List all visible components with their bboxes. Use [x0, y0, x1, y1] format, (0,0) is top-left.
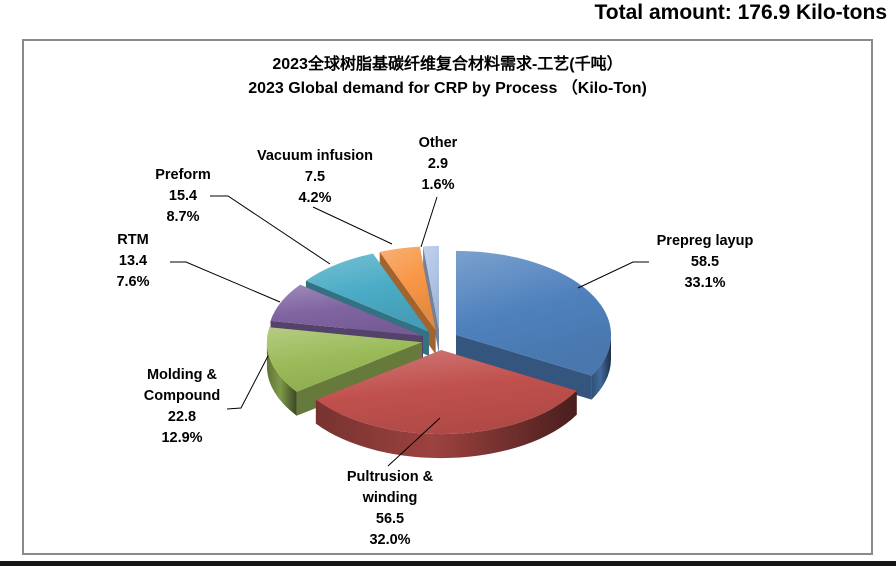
footer-rule	[0, 561, 896, 566]
slice-side-face	[423, 246, 439, 354]
slice-label-name: Molding & Compound	[143, 367, 221, 404]
slice-label-pct: 32.0%	[369, 532, 411, 548]
slice-label-value: 22.8	[167, 409, 197, 425]
slice-label-name: RTM	[117, 232, 149, 248]
slice-label-pct: 12.9%	[161, 430, 203, 446]
slice-label-prepreg-layup: Prepreg layup 58.5 33.1%	[635, 231, 775, 294]
total-amount-header: Total amount: 176.9 Kilo-tons	[594, 1, 887, 24]
slice-label-value: 56.5	[375, 511, 405, 527]
slice-label-preform: Preform 15.4 8.7%	[133, 165, 233, 228]
leader-line	[170, 261, 281, 303]
slice-top-face	[266, 327, 422, 392]
slice-label-molding-compound: Molding & Compound 22.8 12.9%	[125, 365, 240, 449]
chart-frame	[22, 39, 873, 555]
slice-top-face	[456, 250, 612, 376]
slice-label-name: Preform	[155, 167, 211, 183]
slice-side-face	[456, 334, 592, 400]
slice-label-pultrusion-winding: Pultrusion & winding 56.5 32.0%	[330, 467, 450, 551]
slice-label-name: Prepreg layup	[656, 233, 754, 249]
slice-label-value: 7.5	[304, 169, 326, 185]
slice-label-other: Other 2.9 1.6%	[393, 133, 483, 196]
slice-label-value: 58.5	[690, 254, 720, 270]
slice-rim-face	[591, 334, 611, 400]
leader-line	[577, 261, 649, 289]
slice-label-value: 13.4	[118, 253, 148, 269]
slice-rim-face	[315, 390, 577, 459]
slice-top-face	[423, 245, 439, 330]
chart-title: 2023全球树脂基碳纤维复合材料需求-工艺(千吨） 2023 Global de…	[22, 53, 873, 101]
slice-top-face	[305, 253, 429, 332]
slice-label-pct: 1.6%	[421, 177, 455, 193]
slice-label-name: Other	[418, 135, 458, 151]
slice-label-pct: 7.6%	[116, 274, 150, 290]
slice-top-face	[315, 350, 577, 435]
leader-line	[226, 355, 269, 410]
pie-slice-other[interactable]	[423, 245, 439, 354]
leader-line	[420, 196, 438, 248]
slice-top-face	[270, 284, 423, 336]
slice-label-vacuum-infusion: Vacuum infusion 7.5 4.2%	[230, 146, 400, 209]
pie-slice-prepreg-layup[interactable]	[456, 250, 612, 400]
chart-title-zh: 2023全球树脂基碳纤维复合材料需求-工艺(千吨）	[272, 56, 623, 73]
leader-line	[210, 195, 331, 265]
leader-line	[387, 417, 441, 467]
pie-slice-pultrusion-winding[interactable]	[315, 350, 577, 459]
slice-label-name: Vacuum infusion	[256, 148, 373, 164]
slice-label-rtm: RTM 13.4 7.6%	[88, 230, 178, 293]
slice-label-name: Pultrusion & winding	[346, 469, 434, 506]
leader-line	[312, 206, 393, 245]
slice-top-face	[379, 246, 436, 331]
slice-label-pct: 8.7%	[166, 209, 200, 225]
slice-rim-face	[266, 342, 297, 416]
slice-label-value: 2.9	[427, 156, 449, 172]
slice-label-pct: 4.2%	[298, 190, 332, 206]
chart-title-en: 2023 Global demand for CRP by Process （K…	[248, 80, 647, 97]
slice-label-pct: 33.1%	[684, 275, 726, 291]
slice-label-value: 15.4	[168, 188, 198, 204]
